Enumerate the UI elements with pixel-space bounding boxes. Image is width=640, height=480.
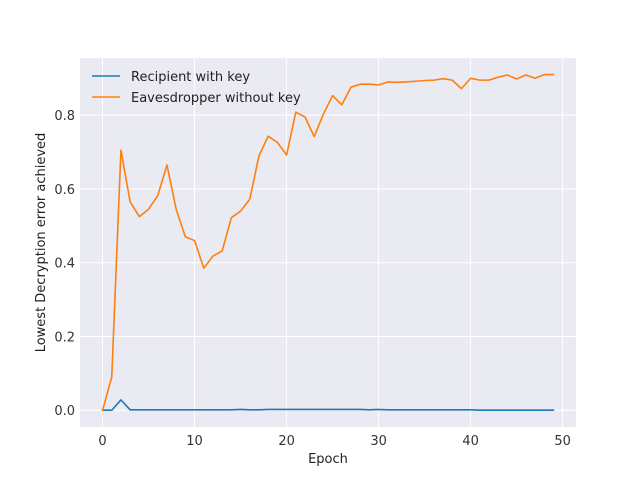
x-tick-labels: 0 10 20 30 40 50 <box>98 434 571 449</box>
y-tick-label: 0.0 <box>54 404 75 419</box>
y-tick-label: 0.4 <box>54 257 75 272</box>
x-axis-title: Epoch <box>308 452 348 467</box>
recipient-with-key-line <box>101 399 555 412</box>
y-tick-label: 0.6 <box>54 183 75 198</box>
x-tick-label: 50 <box>554 434 571 449</box>
series-lines <box>101 73 555 412</box>
legend-label-eavesdropper: Eavesdropper without key <box>131 91 301 106</box>
x-tick-label: 30 <box>370 434 387 449</box>
legend: Recipient with key Eavesdropper without … <box>92 70 301 106</box>
x-tick-label: 10 <box>186 434 203 449</box>
plot-background <box>80 58 576 427</box>
x-tick-label: 0 <box>98 434 106 449</box>
y-tick-label: 0.8 <box>54 109 75 124</box>
y-axis-title: Lowest Decryption error achieved <box>34 133 49 353</box>
x-tick-label: 40 <box>462 434 479 449</box>
x-tick-label: 20 <box>278 434 295 449</box>
legend-label-recipient: Recipient with key <box>131 70 250 85</box>
eavesdropper-without-key-line <box>101 73 555 412</box>
y-tick-label: 0.2 <box>54 330 75 345</box>
y-tick-labels: 0.0 0.2 0.4 0.6 0.8 <box>54 109 75 419</box>
